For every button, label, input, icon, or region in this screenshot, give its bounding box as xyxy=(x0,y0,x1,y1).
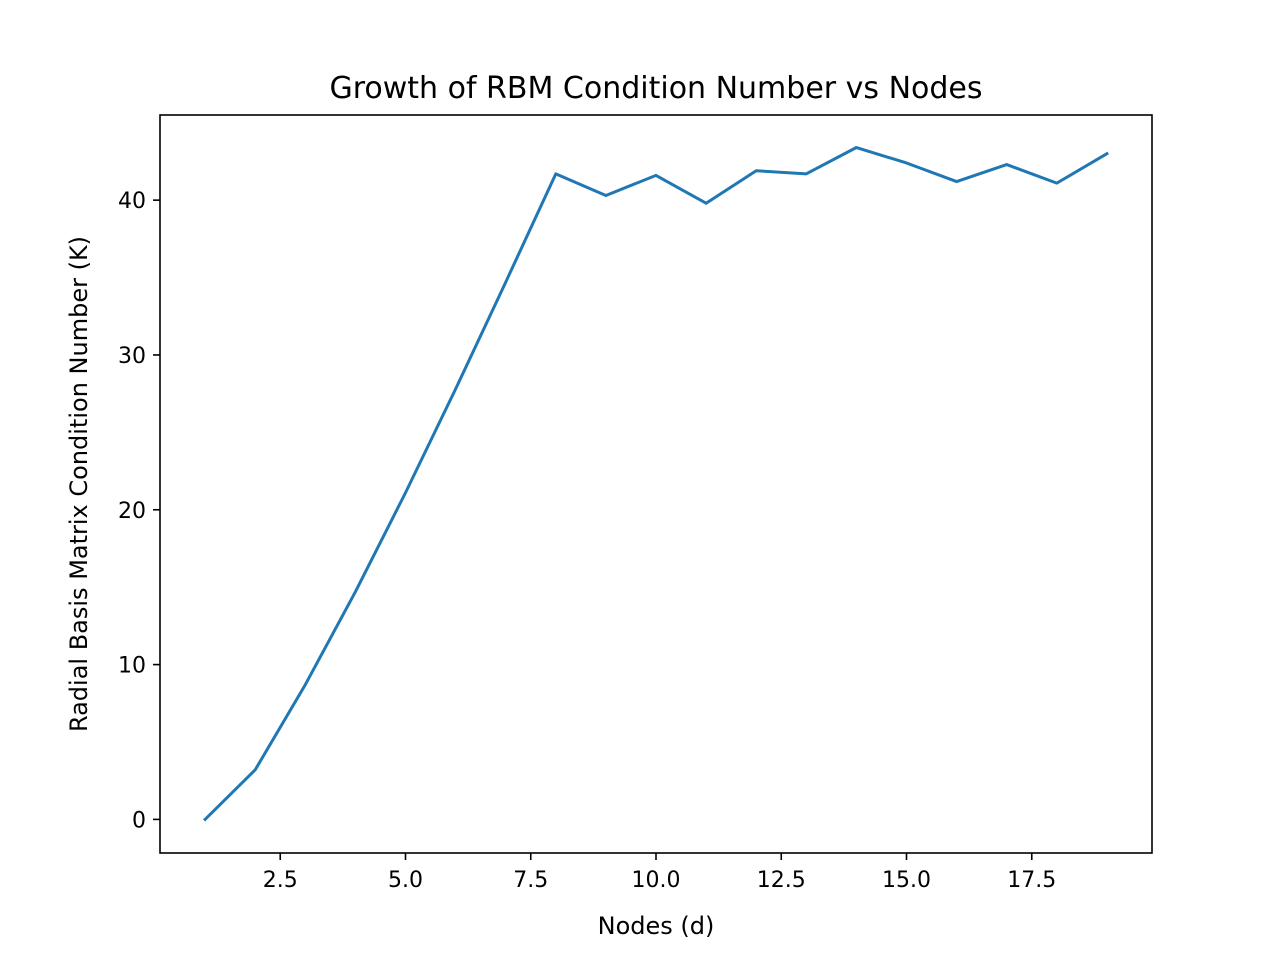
x-tick-label: 15.0 xyxy=(882,868,931,893)
x-axis-label: Nodes (d) xyxy=(598,912,715,940)
y-tick-label: 0 xyxy=(132,808,146,833)
x-tick-label: 17.5 xyxy=(1007,868,1056,893)
chart-title: Growth of RBM Condition Number vs Nodes xyxy=(329,71,982,106)
y-tick-label: 10 xyxy=(118,654,146,679)
y-tick-label: 20 xyxy=(118,499,146,524)
x-tick-label: 10.0 xyxy=(632,868,681,893)
series-line-1 xyxy=(202,146,1109,822)
y-tick-label: 30 xyxy=(118,344,146,369)
plot-area: 2.5 5.0 7.5 10.0 12.5 15.0 17.5 0 10 20 30 40 xyxy=(118,114,1153,893)
x-tick-label: 12.5 xyxy=(757,868,806,893)
y-tick-label: 40 xyxy=(118,189,146,214)
x-tick-label: 7.5 xyxy=(513,868,548,893)
x-tick-label: 5.0 xyxy=(388,868,423,893)
x-tick-label: 2.5 xyxy=(263,868,298,893)
y-axis-label: Radial Basis Matrix Condition Number (K) xyxy=(65,236,93,732)
